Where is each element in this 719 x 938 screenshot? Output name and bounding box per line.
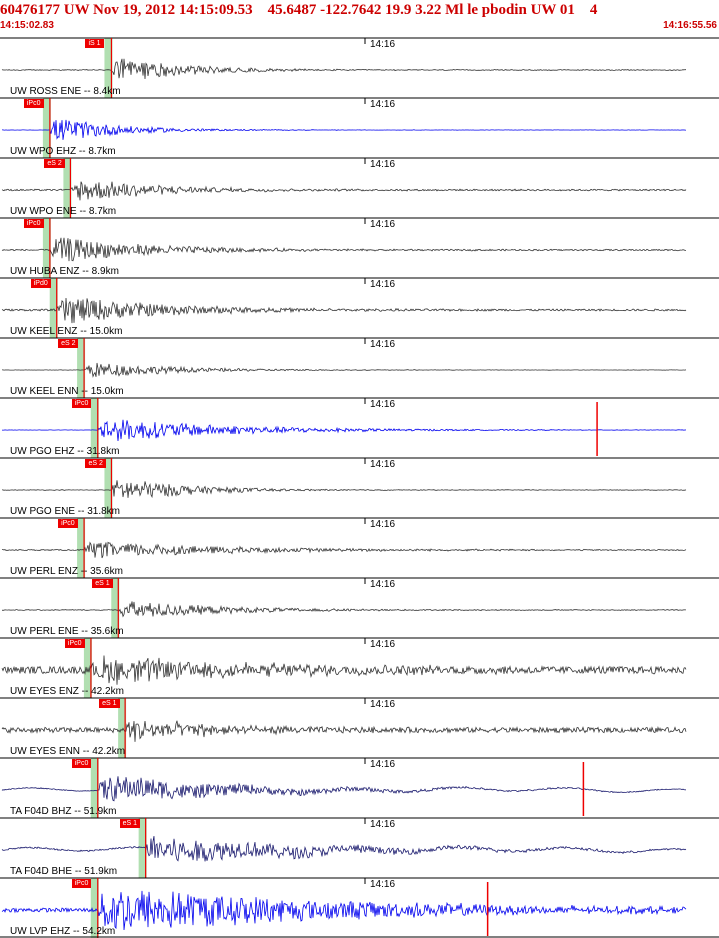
trace-row[interactable] [0,877,719,938]
trace-label: UW PERL ENZ -- 35.6km [10,566,123,577]
pick-label[interactable]: eS 2 [44,159,65,168]
trace-label: UW EYES ENZ -- 42.2km [10,686,124,697]
pick-label[interactable]: iPc0 [23,219,44,228]
trace-row[interactable] [0,757,719,818]
waveform [1,541,687,559]
end-time: 14:16:55.56 [663,20,717,31]
arrival-band [90,758,99,818]
waveform [1,601,686,618]
arrival-band [77,338,86,398]
trace-row[interactable] [0,217,719,278]
trace-label: UW KEEL ENN -- 15.0km [10,386,124,397]
trace-time-label: 14:16 [370,159,396,170]
trace-time-label: 14:16 [370,279,396,290]
waveform [2,419,687,442]
waveform [1,720,687,742]
pick-label[interactable]: iPc0 [71,879,92,888]
pick-label[interactable]: iPc0 [71,759,92,768]
arrival-band [49,278,58,338]
pick-label[interactable]: iPc0 [23,99,44,108]
trace-time-label: 14:16 [370,639,396,650]
trace-time-label: 14:16 [370,699,396,710]
waveform [2,362,687,378]
waveform [1,297,687,324]
pick-label[interactable]: iS 1 [85,39,104,48]
trace-label: UW PGO EHZ -- 31.8km [10,446,120,457]
trace-label: UW PERL ENE -- 35.6km [10,626,124,637]
arrival-band [42,98,51,158]
pick-label[interactable]: iPd0 [30,279,51,288]
trace-time-label: 14:16 [370,879,396,890]
arrival-band [63,158,72,218]
arrival-band [104,458,113,518]
trace-row[interactable] [0,277,719,338]
trace-row[interactable] [0,817,719,878]
trace-time-label: 14:16 [370,99,396,110]
arrival-band [77,518,86,578]
trace-row[interactable] [0,337,719,398]
waveform [1,655,687,685]
trace-time-label: 14:16 [370,399,396,410]
trace-row[interactable] [0,397,719,458]
trace-label: UW LVP EHZ -- 54.2km [10,926,116,937]
pick-label[interactable]: eS 1 [119,819,141,828]
waveform [2,480,687,499]
waveform [1,181,687,201]
arrival-band [104,38,113,98]
trace-time-label: 14:16 [370,219,396,230]
theoretical-arrival-bands [42,38,147,938]
trace-time-label: 14:16 [370,759,396,770]
trace-label: UW WPO ENE -- 8.7km [10,206,117,217]
trace-label: UW HUBA ENZ -- 8.9km [10,266,119,277]
start-time: 14:15:02.83 [0,20,54,31]
arrival-band [111,578,120,638]
waveform [1,237,687,262]
trace-time-label: 14:16 [370,519,396,530]
arrival-band [138,818,147,878]
arrival-band [90,878,99,938]
arrival-band [118,698,127,758]
trace-label: UW ROSS ENE -- 8.4km [10,86,121,97]
pick-label[interactable]: iPc0 [71,399,92,408]
trace-row[interactable] [0,517,719,578]
trace-row[interactable] [0,457,719,518]
waveform [1,890,687,931]
trace-time-label: 14:16 [370,819,396,830]
trace-time-label: 14:16 [370,579,396,590]
arrival-band [42,218,51,278]
pick-label[interactable]: eS 2 [85,459,106,468]
waveform [1,836,687,862]
waveform [1,776,687,802]
trace-row[interactable] [0,577,719,638]
trace-label: UW KEEL ENZ -- 15.0km [10,326,123,337]
trace-label: TA F04D BHE -- 51.9km [10,866,118,877]
event-title: 60476177 UW Nov 19, 2012 14:15:09.53 45.… [0,2,598,18]
waveform [1,58,687,80]
trace-time-label: 14:16 [370,339,396,350]
trace-row[interactable] [0,697,719,758]
trace-time-label: 14:16 [370,459,396,470]
trace-label: TA F04D BHZ -- 51.9km [10,806,117,817]
trace-label: UW PGO ENE -- 31.8km [10,506,121,517]
waveform [2,119,686,140]
pick-label[interactable]: eS 2 [58,339,79,348]
pick-label[interactable]: eS 1 [99,699,120,708]
arrival-band [90,398,99,458]
trace-row[interactable] [0,157,719,218]
pick-label[interactable]: eS 1 [92,579,113,588]
trace-row[interactable] [0,97,719,158]
pick-label[interactable]: iPc0 [64,639,85,648]
trace-row[interactable] [0,637,719,698]
trace-label: UW WPO EHZ -- 8.7km [10,146,116,157]
pick-label[interactable]: iPc0 [58,519,78,528]
trace-time-label: 14:16 [370,39,396,50]
trace-row[interactable] [0,37,719,98]
trace-label: UW EYES ENN -- 42.2km [10,746,126,757]
